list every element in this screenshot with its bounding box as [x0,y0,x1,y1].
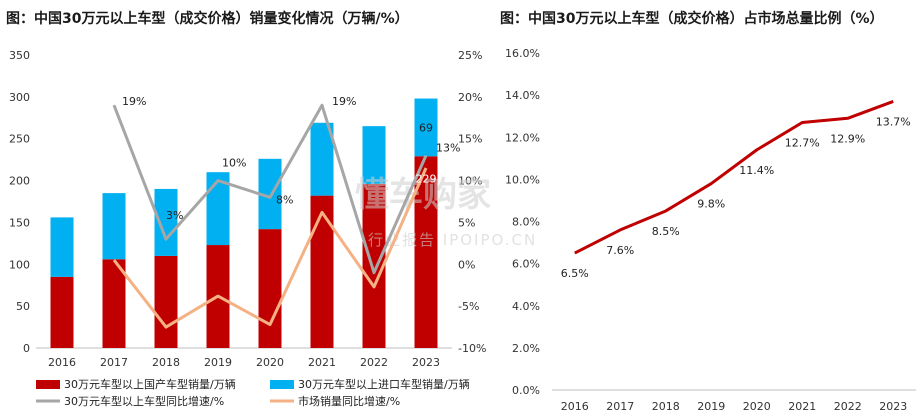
watermark-main: 懂车购家 [355,175,491,215]
growth-data-label: 10% [222,157,246,170]
right-y-tick-label: 25% [458,49,482,62]
share-y-tick-label: 4.0% [512,300,540,313]
legend-swatch [36,380,60,389]
growth-data-label: 3% [166,209,183,222]
share-x-tick-label: 2022 [834,400,862,413]
share-y-tick-label: 14.0% [505,89,540,102]
share-data-label: 9.8% [697,198,725,211]
domestic-sales-bar [362,183,386,348]
share-y-tick-label: 10.0% [505,173,540,186]
left-y-tick-label: 0 [23,342,30,355]
legend-label: 30万元车型以上车型同比增速/% [64,394,224,408]
legend-label: 30万元车型以上国产车型销量/万辆 [64,377,236,391]
growth-data-label: 19% [332,95,356,108]
right-y-tick-label: 0% [458,258,475,271]
share-x-tick-label: 2018 [652,400,680,413]
legend-label: 30万元车型以上进口车型销量/万辆 [298,377,470,391]
domestic-bar-label: 229 [416,172,437,185]
import-sales-bar [206,172,230,246]
right-chart-title: 图：中国30万元以上车型（成交价格）占市场总量比例（%） [500,11,884,27]
left-y-tick-label: 300 [9,91,30,104]
left-y-tick-label: 100 [9,258,30,271]
left-x-tick-label: 2021 [308,356,336,369]
legend-label: 市场销量同比增速/% [298,394,400,408]
share-line [574,100,894,255]
share-data-label: 8.5% [652,225,680,238]
import-sales-bar [310,122,334,196]
share-x-tick-label: 2016 [561,400,589,413]
share-data-label: 12.9% [830,132,865,145]
left-y-tick-label: 150 [9,216,30,229]
share-y-tick-label: 16.0% [505,47,540,60]
share-y-tick-label: 12.0% [505,131,540,144]
import-sales-bar [414,98,438,157]
domestic-sales-bar [414,156,438,348]
left-y-tick-label: 250 [9,133,30,146]
growth-data-label: 19% [122,95,146,108]
share-y-tick-label: 0.0% [512,384,540,397]
right-y-tick-label: 15% [458,133,482,146]
left-chart-title: 图：中国30万元以上车型（成交价格）销量变化情况（万辆/%） [6,11,409,27]
domestic-sales-bar [310,195,334,348]
legend-swatch [270,380,294,389]
import-sales-bar [154,188,178,256]
import-sales-bar [102,193,126,260]
left-x-tick-label: 2016 [48,356,76,369]
share-x-tick-label: 2023 [879,400,907,413]
left-y-tick-label: 50 [16,300,30,313]
left-x-tick-label: 2018 [152,356,180,369]
import-bar-label: 69 [419,121,433,134]
share-data-label: 12.7% [785,137,820,150]
premium-growth-line [112,103,428,275]
share-y-tick-label: 2.0% [512,342,540,355]
domestic-sales-bar [102,259,126,348]
right-y-tick-label: 20% [458,91,482,104]
domestic-sales-bar [50,276,74,348]
left-x-tick-label: 2023 [412,356,440,369]
market-growth-line [112,167,428,329]
growth-data-label: 8% [276,193,293,206]
watermark-sub: 行业报告 IPOIPO.CN [368,231,537,249]
domestic-sales-bar [258,229,282,348]
left-x-tick-label: 2017 [100,356,128,369]
right-y-tick-label: 10% [458,175,482,188]
right-y-tick-label: -5% [458,300,479,313]
share-x-tick-label: 2017 [606,400,634,413]
import-sales-bar [362,126,386,184]
share-x-tick-label: 2019 [697,400,725,413]
left-y-tick-label: 200 [9,175,30,188]
import-sales-bar [50,217,74,277]
left-x-tick-label: 2022 [360,356,388,369]
share-x-tick-label: 2020 [743,400,771,413]
left-y-tick-label: 350 [9,49,30,62]
share-data-label: 11.4% [739,164,774,177]
growth-data-label: 13% [436,141,460,154]
share-data-label: 7.6% [606,244,634,257]
share-y-tick-label: 8.0% [512,216,540,229]
share-data-label: 6.5% [561,267,589,280]
left-x-tick-label: 2019 [204,356,232,369]
share-y-tick-label: 6.0% [512,258,540,271]
domestic-sales-bar [154,255,178,348]
import-sales-bar [258,158,282,230]
left-x-tick-label: 2020 [256,356,284,369]
share-data-label: 13.7% [876,115,911,128]
right-y-tick-label: -10% [458,342,486,355]
right-y-tick-label: 5% [458,216,475,229]
share-x-tick-label: 2021 [788,400,816,413]
